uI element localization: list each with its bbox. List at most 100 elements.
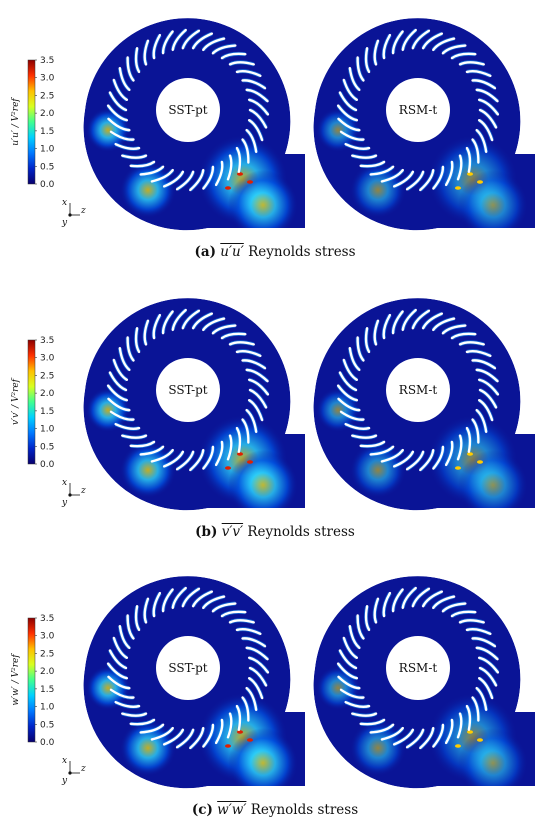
rotor-blade [211,44,237,55]
rotor-blade [373,319,380,346]
rotor-blade [228,61,255,66]
rotor-blade [458,61,485,66]
rotor-blade [456,712,463,739]
rotor-blade [465,349,492,358]
rotor-blade [450,332,477,340]
rotor-blade [108,371,128,392]
rotor-blade [392,170,415,188]
rotor-blade [456,434,463,461]
rotor-blade [162,170,185,188]
rotor-blade [161,588,174,613]
rotor-blade [359,440,386,448]
rotor-blade [342,78,359,101]
rotor-blade [339,130,365,141]
rotor-blade [162,450,185,468]
rotor-blade [202,37,226,52]
rotor-blade [150,168,174,183]
colorbar-tick-label: 3.0 [40,354,55,364]
rotor-blade [419,726,435,750]
rotor-blade [382,591,392,618]
rotor-blade [171,28,187,52]
rotor-blade [348,346,361,372]
rotor-blade [348,624,361,650]
colorbar-tick-label: 2.5 [40,91,54,101]
caption-a-text: Reynolds stress [243,244,356,260]
simulation-label: RSM-t [399,103,438,117]
colorbar-tick-label: 3.5 [40,56,54,66]
colorbar-tick-label: 3.0 [40,74,55,84]
rotor-blade [150,726,174,741]
rotor-blade [114,142,141,151]
rotor-blade [380,168,404,183]
rotor-blade [465,69,492,78]
rotor-blade [241,79,267,90]
rotor-blade [421,32,444,50]
colorbar-gradient [27,617,36,743]
rotor-blade [235,627,262,636]
rotor-blade [235,349,262,358]
rotor-blade [471,696,480,722]
rotor-blade [432,595,456,610]
hub-circle [386,78,450,142]
rotor-blade [444,440,454,467]
rotor-blade [109,688,135,699]
rotor-blade [241,359,267,370]
axis-x-label: x [62,478,67,488]
colorbar-tick-label: 1.5 [40,127,54,137]
rotor-blade [108,649,128,670]
rotor-blade [202,317,226,332]
rotor-blade [477,378,500,396]
rotor-blade [419,448,435,472]
rotor-blade [369,445,395,456]
rotor-blade [226,434,233,461]
colorbar-gradient [27,59,36,185]
rotor-blade [336,104,359,122]
rotor-blade [202,595,226,610]
rotor-blade [134,47,141,74]
rotor-blade [214,440,224,467]
rotor-blade [143,319,150,346]
colorbar-tick-label: 3.0 [40,632,55,642]
caption-b-letter: (b) [195,524,218,540]
colorbar-label: v′v′ / V²ref [11,377,21,425]
simulation-label: SST-pt [168,103,207,117]
volute-contour-right: RSM-t [313,18,535,231]
colorbar-tick-label: 0.5 [40,162,54,172]
rotor-blade [241,696,250,722]
hub-circle [156,78,220,142]
rotor-blade [477,98,500,116]
rotor-blade [228,619,255,624]
rotor-blade [112,636,129,659]
colorbar-tick-label: 2.0 [40,109,55,119]
rotor-blade [475,128,488,154]
rotor-blade [411,309,431,330]
rotor-blade [241,418,250,444]
rotor-blade [139,723,165,734]
rotor-blade [342,358,359,381]
rotor-blade [106,104,129,122]
rotor-blade [419,168,435,192]
rotor-blade [337,397,361,412]
rotor-blade [344,700,371,709]
rotor-blade [150,448,174,463]
rotor-blade [241,637,267,648]
rotor-blade [465,146,472,173]
rotor-blade [247,119,264,142]
rotor-blade [220,332,247,340]
axes-triad: xy z [61,198,86,228]
rotor-blade [364,605,371,632]
panel-a: 3.5 3.0 2.5 2.0 1.5 1.0 0.5 0.0 u′u′ / V²ref x y z S… [0,0,550,268]
rotor-blade [336,384,359,402]
colorbar-tick-label: 1.5 [40,407,54,417]
axes-triad: xy z [61,478,86,508]
rotor-blade [189,168,205,192]
rotor-blade [432,165,445,190]
rotor-blade [226,154,233,181]
colorbar-tick-label: 1.0 [40,145,55,155]
rotor-blade [471,637,497,648]
rotor-blade [181,309,201,330]
volute-contour-left: SST-pt [83,576,305,789]
rotor-blade [134,327,141,354]
rotor-blade [129,718,156,726]
rotor-blade [364,47,371,74]
